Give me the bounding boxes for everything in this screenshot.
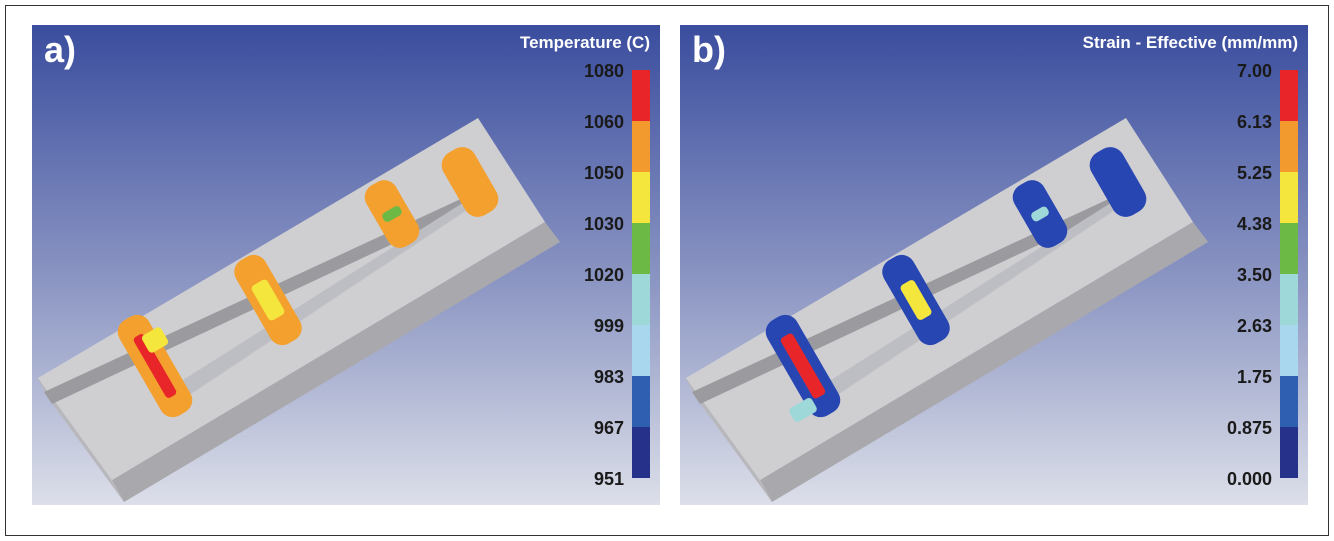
colorbar-segment xyxy=(632,70,650,121)
panel-b: b) Strain - Effective (mm/mm) 7.00 6.13 5.25… xyxy=(680,25,1308,505)
panel-label: b) xyxy=(692,29,726,70)
colorbar-segment xyxy=(1280,376,1298,427)
colorbar-label: 3.50 xyxy=(1237,265,1272,285)
colorbar-label: 1080 xyxy=(584,61,624,81)
colorbar-segment xyxy=(632,172,650,223)
colorbar-label: 7.00 xyxy=(1237,61,1272,81)
colorbar-label: 6.13 xyxy=(1237,112,1272,132)
colorbar-label: 4.38 xyxy=(1237,214,1272,234)
colorbar-label: 1.75 xyxy=(1237,367,1272,387)
colorbar-segment xyxy=(1280,172,1298,223)
colorbar-label: 983 xyxy=(594,367,624,387)
legend-title: Temperature (C) xyxy=(520,33,650,52)
colorbar-segment xyxy=(1280,274,1298,325)
colorbar-segment xyxy=(632,376,650,427)
colorbar-label: 0.875 xyxy=(1227,418,1272,438)
colorbar-segment xyxy=(1280,121,1298,172)
colorbar-segment xyxy=(1280,223,1298,274)
colorbar-segment xyxy=(1280,325,1298,376)
page: {"panels": [ {"label": "a)", "title": "T… xyxy=(0,0,1334,541)
panel-label: a) xyxy=(44,29,76,70)
colorbar-label: 0.000 xyxy=(1227,469,1272,489)
colorbar-label: 999 xyxy=(594,316,624,336)
legend-title: Strain - Effective (mm/mm) xyxy=(1083,33,1298,52)
panel-a: a) Temperature (C) 1080 1060 1050 1030 1020 999… xyxy=(32,25,660,505)
colorbar-label: 951 xyxy=(594,469,624,489)
colorbar-label: 2.63 xyxy=(1237,316,1272,336)
colorbar-segment xyxy=(632,427,650,478)
colorbar-label: 967 xyxy=(594,418,624,438)
colorbar-label: 1020 xyxy=(584,265,624,285)
colorbar-label: 1050 xyxy=(584,163,624,183)
colorbar-segment xyxy=(1280,70,1298,121)
colorbar-label: 1030 xyxy=(584,214,624,234)
colorbar-segment xyxy=(632,121,650,172)
colorbar-label: 1060 xyxy=(584,112,624,132)
figure: a) Temperature (C) 1080 1060 1050 1030 1020 999… xyxy=(0,0,1334,541)
colorbar-label: 5.25 xyxy=(1237,163,1272,183)
colorbar-segment xyxy=(632,223,650,274)
colorbar-segment xyxy=(632,325,650,376)
colorbar-segment xyxy=(632,274,650,325)
colorbar-segment xyxy=(1280,427,1298,478)
